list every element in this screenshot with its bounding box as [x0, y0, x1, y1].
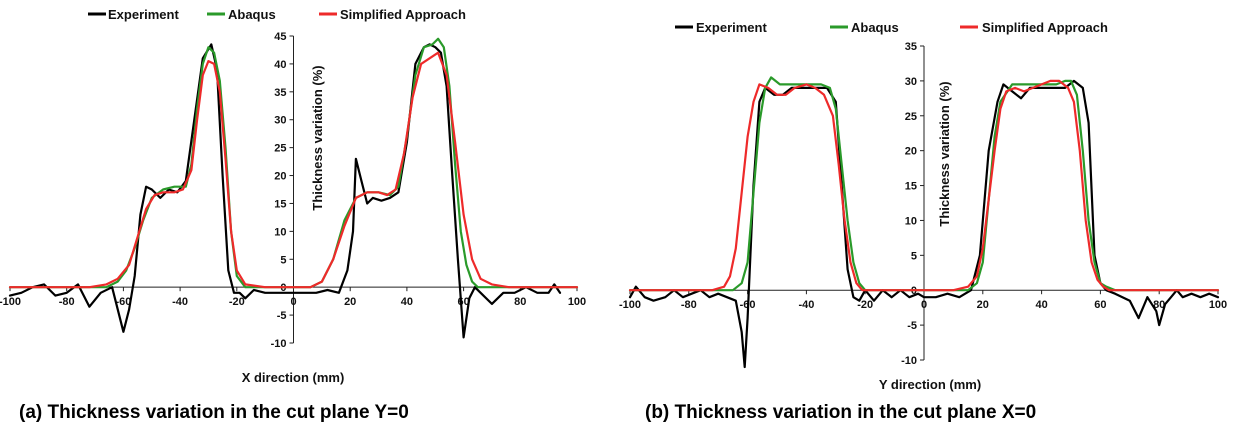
y-tick-label: 30 [274, 115, 286, 127]
x-tick-label: -20 [857, 299, 873, 311]
legend-label: Experiment [108, 7, 179, 22]
x-tick-label: -20 [229, 296, 245, 308]
series-line-experiment [8, 43, 562, 339]
chart-caption: (b) Thickness variation in the cut plane… [645, 402, 1036, 423]
series-line-experiment [628, 79, 1220, 369]
legend-label: Simplified Approach [340, 7, 466, 22]
chart-caption: (a) Thickness variation in the cut plane… [19, 402, 409, 423]
x-tick-label: 40 [401, 296, 413, 308]
x-tick-label: 80 [514, 296, 526, 308]
x-tick-label: 100 [1209, 299, 1227, 311]
x-tick-label: 0 [290, 296, 296, 308]
series-line-simplified-approach [8, 51, 579, 289]
x-tick-label: 0 [921, 299, 927, 311]
x-tick-label: 100 [568, 296, 586, 308]
y-tick-label: 30 [905, 76, 917, 88]
series-line-simplified-approach [628, 79, 1220, 292]
y-axis-label: Thickness variation (%) [937, 81, 952, 226]
y-tick-label: -10 [901, 355, 917, 367]
y-tick-label: 10 [905, 215, 917, 227]
y-tick-label: -5 [907, 320, 917, 332]
x-tick-label: 40 [1035, 299, 1047, 311]
x-tick-label: 20 [344, 296, 356, 308]
x-tick-label: -80 [59, 296, 75, 308]
x-tick-label: -40 [798, 299, 814, 311]
x-tick-label: 20 [977, 299, 989, 311]
x-tick-label: -80 [681, 299, 697, 311]
y-tick-label: 15 [905, 181, 917, 193]
y-axis-label: Thickness variation (%) [310, 65, 325, 210]
y-tick-label: 25 [905, 111, 917, 123]
x-tick-label: -40 [172, 296, 188, 308]
y-tick-label: 35 [274, 87, 286, 99]
x-tick-label: -100 [619, 299, 641, 311]
x-axis-label: Y direction (mm) [879, 377, 981, 392]
y-tick-label: 25 [274, 143, 286, 155]
x-axis-label: X direction (mm) [242, 370, 345, 385]
x-tick-label: 60 [1094, 299, 1106, 311]
chart-a: -100 -80 -60 -40 -20 0 20 40 60 80 100-10-50510152… [0, 7, 586, 423]
y-tick-label: 20 [905, 146, 917, 158]
legend-label: Abaqus [228, 7, 276, 22]
y-tick-label: 5 [911, 250, 917, 262]
y-tick-label: 15 [274, 198, 286, 210]
y-tick-label: -10 [271, 338, 287, 350]
chart-b: -100 -80 -60 -40 -20 0 20 40 60 80 100-10-50510152… [619, 20, 1227, 423]
y-tick-label: 45 [274, 31, 286, 43]
legend-label: Abaqus [851, 20, 899, 35]
y-tick-label: 40 [274, 59, 286, 71]
y-tick-label: 5 [280, 254, 286, 266]
y-tick-label: 35 [905, 41, 917, 53]
x-tick-label: -100 [0, 296, 21, 308]
legend-label: Experiment [696, 20, 767, 35]
y-tick-label: 10 [274, 226, 286, 238]
y-tick-label: -5 [277, 310, 287, 322]
y-tick-label: 20 [274, 171, 286, 183]
legend-label: Simplified Approach [982, 20, 1108, 35]
x-tick-label: 80 [1153, 299, 1165, 311]
x-tick-label: -60 [115, 296, 131, 308]
